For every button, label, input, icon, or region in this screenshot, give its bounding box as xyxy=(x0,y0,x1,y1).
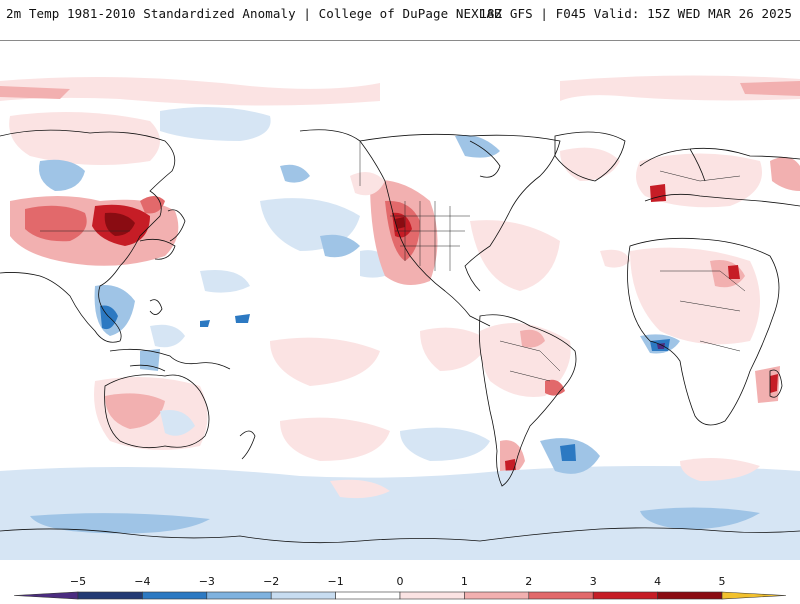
colorbar-bin xyxy=(657,591,723,600)
anomaly-shading xyxy=(0,75,800,560)
map-title: 2m Temp 1981-2010 Standardized Anomaly |… xyxy=(6,6,502,21)
colorbar-svg: −5 −4 −3 −2 −1 0 1 2 3 4 5 xyxy=(13,575,787,600)
colorbar-tick-label: 3 xyxy=(590,575,597,588)
colorbar-bin xyxy=(77,591,143,600)
country-borders xyxy=(40,141,746,382)
colorbar-bin xyxy=(592,591,658,600)
colorbar-tick-label: −1 xyxy=(327,575,343,588)
colorbar-bin xyxy=(335,591,401,600)
colorbar-bin xyxy=(528,591,594,600)
anomaly-map xyxy=(0,40,800,560)
coastlines xyxy=(0,129,800,544)
colorbar-tick-label: 1 xyxy=(461,575,468,588)
colorbar-bin xyxy=(270,591,336,600)
colorbar-bin xyxy=(721,591,787,600)
colorbar-tick-label: 2 xyxy=(525,575,532,588)
colorbar-bin xyxy=(206,591,272,600)
map-canvas xyxy=(0,75,800,560)
colorbar-tick-label: 0 xyxy=(397,575,404,588)
colorbar-tick-label: −5 xyxy=(70,575,86,588)
colorbar-tick-label: 4 xyxy=(654,575,661,588)
colorbar-bin xyxy=(464,591,530,600)
colorbar-bin xyxy=(13,591,79,600)
colorbar-tick-label: −4 xyxy=(134,575,150,588)
colorbar-tick-label: −3 xyxy=(199,575,215,588)
model-valid-time: 18Z GFS | F045 Valid: 15Z WED MAR 26 202… xyxy=(479,6,792,21)
colorbar: −5 −4 −3 −2 −1 0 1 2 3 4 5 xyxy=(0,570,800,600)
colorbar-bin xyxy=(399,591,465,600)
colorbar-tick-label: 5 xyxy=(719,575,726,588)
colorbar-bin xyxy=(142,591,208,600)
colorbar-tick-label: −2 xyxy=(263,575,279,588)
